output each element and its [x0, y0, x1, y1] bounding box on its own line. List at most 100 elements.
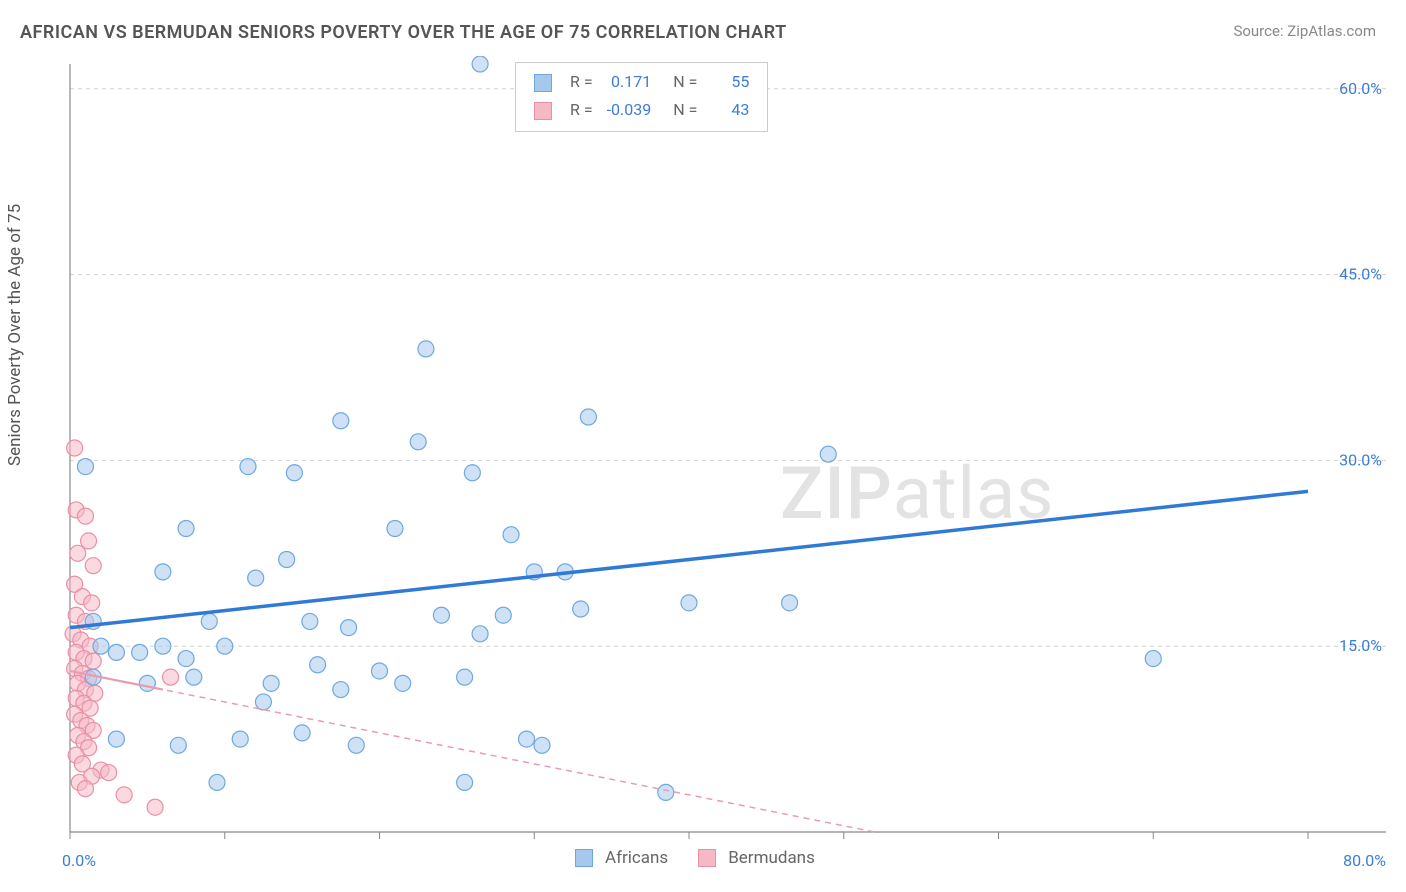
africans-point: [472, 56, 488, 72]
bermudans-point: [77, 508, 93, 524]
legend-swatch: [575, 849, 593, 867]
africans-point: [108, 731, 124, 747]
n-label: N =: [659, 69, 703, 95]
africans-point: [302, 613, 318, 629]
gridlines: [70, 89, 1386, 646]
africans-point: [279, 551, 295, 567]
africans-point: [310, 657, 326, 673]
bermudans-point: [101, 765, 117, 781]
x-axis-min-label: 0.0%: [62, 851, 96, 870]
legend-label: Africans: [605, 848, 668, 868]
africans-point: [820, 446, 836, 462]
scatter-points: [65, 56, 1161, 815]
africans-point: [580, 409, 596, 425]
legend-swatch: [534, 102, 552, 120]
africans-point: [77, 459, 93, 475]
chart-title: AFRICAN VS BERMUDAN SENIORS POVERTY OVER…: [20, 22, 787, 43]
africans-point: [681, 595, 697, 611]
scatter-plot: 15.0% 30.0% 45.0% 60.0%: [60, 56, 1386, 876]
r-label: R =: [564, 97, 599, 123]
y-tick-label: 15.0%: [1339, 636, 1382, 655]
r-value: 0.171: [601, 69, 658, 95]
africans-point: [248, 570, 264, 586]
n-label: N =: [659, 97, 703, 123]
y-tick-label: 30.0%: [1339, 450, 1382, 469]
africans-point: [93, 638, 109, 654]
africans-point: [503, 527, 519, 543]
africans-point: [294, 725, 310, 741]
africans-point: [263, 675, 279, 691]
africans-point: [232, 731, 248, 747]
africans-point: [108, 644, 124, 660]
africans-point: [286, 465, 302, 481]
africans-point: [472, 626, 488, 642]
n-value: 43: [705, 97, 755, 123]
y-tick-labels: 15.0% 30.0% 45.0% 60.0%: [1339, 79, 1382, 655]
africans-point: [395, 675, 411, 691]
africans-point: [333, 682, 349, 698]
africans-point: [387, 521, 403, 537]
africans-point: [132, 644, 148, 660]
chart-container: Seniors Poverty Over the Age of 75 15.0%…: [20, 56, 1386, 876]
legend-label: Bermudans: [728, 848, 815, 868]
bermudans-point: [77, 781, 93, 797]
bermudans-point: [84, 595, 100, 611]
africans-point: [255, 694, 271, 710]
africans-point: [170, 737, 186, 753]
africans-point: [782, 595, 798, 611]
n-value: 55: [705, 69, 755, 95]
bermudans-point: [116, 787, 132, 803]
africans-point: [410, 434, 426, 450]
legend-swatch: [534, 74, 552, 92]
africans-point: [457, 774, 473, 790]
africans-point: [534, 737, 550, 753]
africans-point: [457, 669, 473, 685]
africans-point: [1145, 651, 1161, 667]
africans-point: [217, 638, 233, 654]
africans-point: [372, 663, 388, 679]
x-axis-max-label: 80.0%: [1343, 851, 1386, 870]
r-label: R =: [564, 69, 599, 95]
trend-lines: [70, 491, 1308, 832]
africans-point: [240, 459, 256, 475]
africans-point: [186, 669, 202, 685]
legend-item-africans[interactable]: Africans: [575, 848, 668, 868]
africans-point: [178, 651, 194, 667]
africans-point: [348, 737, 364, 753]
africans-point: [573, 601, 589, 617]
africans-point: [139, 675, 155, 691]
axes: [70, 64, 1386, 832]
legend-row-bermudans: R =-0.039N =43: [528, 97, 755, 123]
africans-point: [341, 620, 357, 636]
bermudans-point: [147, 799, 163, 815]
africans-point: [433, 607, 449, 623]
africans-point: [658, 784, 674, 800]
africans-point: [418, 341, 434, 357]
y-tick-label: 45.0%: [1339, 265, 1382, 284]
source-attribution: Source: ZipAtlas.com: [1233, 22, 1376, 40]
africans-point: [464, 465, 480, 481]
bermudans-trendline: [70, 671, 875, 832]
chart-header: AFRICAN VS BERMUDAN SENIORS POVERTY OVER…: [0, 0, 1406, 53]
africans-point: [155, 638, 171, 654]
africans-point: [495, 607, 511, 623]
bermudans-point: [70, 545, 86, 561]
x-ticks: [70, 832, 1308, 839]
bermudans-point: [163, 669, 179, 685]
series-legend: Africans Bermudans: [575, 848, 815, 868]
y-tick-label: 60.0%: [1339, 79, 1382, 98]
africans-point: [201, 613, 217, 629]
legend-item-bermudans[interactable]: Bermudans: [698, 848, 815, 868]
source-prefix: Source:: [1233, 22, 1287, 40]
africans-point: [209, 774, 225, 790]
africans-point: [333, 413, 349, 429]
legend-row-africans: R =0.171N =55: [528, 69, 755, 95]
bermudans-point: [67, 440, 83, 456]
source-link[interactable]: ZipAtlas.com: [1287, 22, 1376, 40]
legend-swatch: [698, 849, 716, 867]
africans-point: [155, 564, 171, 580]
r-value: -0.039: [601, 97, 658, 123]
bermudans-point: [85, 558, 101, 574]
africans-point: [519, 731, 535, 747]
y-axis-title: Seniors Poverty Over the Age of 75: [5, 204, 25, 466]
